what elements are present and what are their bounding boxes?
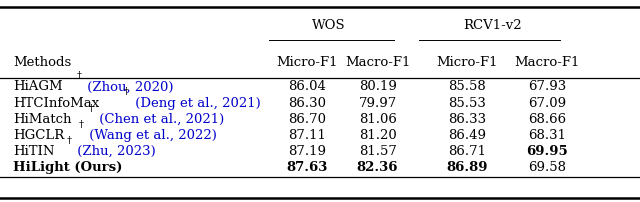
Text: RCV1-v2: RCV1-v2 — [463, 19, 522, 32]
Text: 79.97: 79.97 — [358, 97, 397, 109]
Text: 86.70: 86.70 — [288, 113, 326, 126]
Text: (Wang et al., 2022): (Wang et al., 2022) — [85, 129, 217, 142]
Text: HTCInfoMax: HTCInfoMax — [13, 97, 99, 109]
Text: 82.36: 82.36 — [357, 161, 398, 174]
Text: (Zhu, 2023): (Zhu, 2023) — [73, 145, 156, 158]
Text: 87.63: 87.63 — [287, 161, 328, 174]
Text: 81.57: 81.57 — [358, 145, 397, 158]
Text: 86.89: 86.89 — [447, 161, 488, 174]
Text: Macro-F1: Macro-F1 — [345, 56, 410, 69]
Text: HiMatch: HiMatch — [13, 113, 71, 126]
Text: †: † — [77, 71, 82, 80]
Text: 87.19: 87.19 — [288, 145, 326, 158]
Text: 81.06: 81.06 — [358, 113, 397, 126]
Text: 69.58: 69.58 — [528, 161, 566, 174]
Text: WOS: WOS — [312, 19, 345, 32]
Text: HiTIN: HiTIN — [13, 145, 54, 158]
Text: †: † — [124, 87, 129, 96]
Text: Micro-F1: Micro-F1 — [276, 56, 338, 69]
Text: 85.58: 85.58 — [449, 80, 486, 93]
Text: 86.71: 86.71 — [448, 145, 486, 158]
Text: (Zhou, 2020): (Zhou, 2020) — [83, 80, 174, 93]
Text: Macro-F1: Macro-F1 — [515, 56, 580, 69]
Text: 67.93: 67.93 — [528, 80, 566, 93]
Text: 67.09: 67.09 — [528, 97, 566, 109]
Text: HiAGM: HiAGM — [13, 80, 63, 93]
Text: 86.30: 86.30 — [288, 97, 326, 109]
Text: (Deng et al., 2021): (Deng et al., 2021) — [131, 97, 260, 109]
Text: 80.19: 80.19 — [358, 80, 397, 93]
Text: HiLight (Ours): HiLight (Ours) — [13, 161, 122, 174]
Text: †: † — [67, 136, 71, 145]
Text: 81.20: 81.20 — [359, 129, 396, 142]
Text: 68.31: 68.31 — [528, 129, 566, 142]
Text: Methods: Methods — [13, 56, 71, 69]
Text: †: † — [79, 120, 84, 129]
Text: 86.49: 86.49 — [448, 129, 486, 142]
Text: 87.11: 87.11 — [288, 129, 326, 142]
Text: 69.95: 69.95 — [526, 145, 568, 158]
Text: (Chen et al., 2021): (Chen et al., 2021) — [95, 113, 224, 126]
Text: 86.33: 86.33 — [448, 113, 486, 126]
Text: 68.66: 68.66 — [528, 113, 566, 126]
Text: HGCLR: HGCLR — [13, 129, 64, 142]
Text: Micro-F1: Micro-F1 — [436, 56, 498, 69]
Text: †: † — [88, 104, 93, 113]
Text: 86.04: 86.04 — [288, 80, 326, 93]
Text: 85.53: 85.53 — [448, 97, 486, 109]
